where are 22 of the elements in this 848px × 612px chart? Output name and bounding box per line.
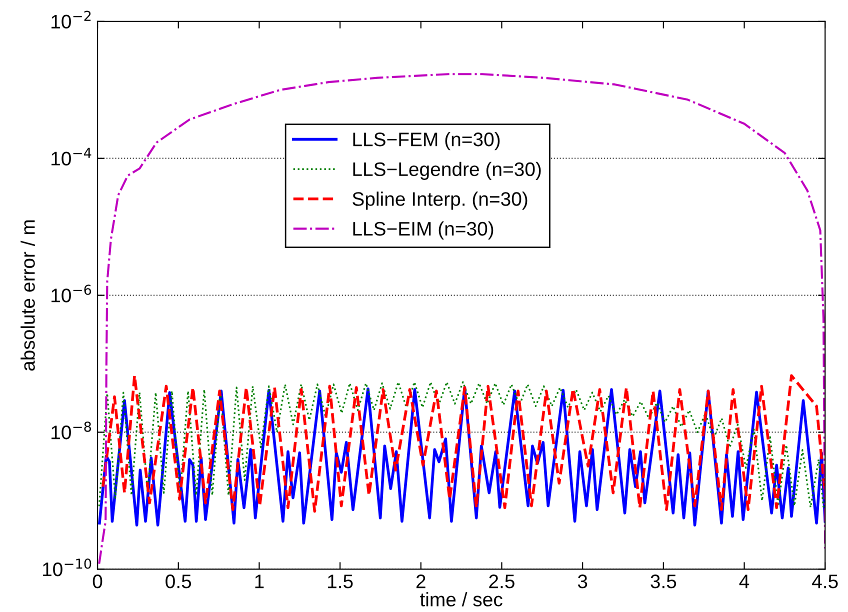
legend-label: LLS−EIM (n=30) [353,221,494,240]
legend-label: LLS−Legendre (n=30) [353,162,541,180]
x-tick-label: 4 [739,574,750,588]
x-axis-title: time / sec [420,592,502,606]
x-tick-label: 2.5 [489,574,514,588]
y-axis-title: absolute error / m [20,220,35,371]
x-tick-label: 4.5 [812,574,838,588]
y-tick-label: 10$^{−10}$ [43,558,92,576]
x-tick-label: 3 [578,574,588,588]
y-tick-label: 10$^{−6}$ [52,284,92,302]
legend-label: LLS−FEM (n=30) [353,132,500,150]
y-tick-label: 10$^{−8}$ [52,422,92,440]
line-series [98,73,826,565]
y-tick-label: 10$^{−4}$ [52,148,92,166]
x-tick-label: 0 [92,574,102,588]
x-tick-label: 3.5 [650,574,676,588]
x-tick-label: 2 [416,574,426,588]
x-tick-label: 1.5 [328,574,353,588]
x-tick-label: 0.5 [166,574,192,588]
y-tick-label: 10$^{−2}$ [52,10,91,29]
x-tick-label: 1 [255,574,264,588]
legend-label: Spline Interp. (n=30) [352,192,528,210]
